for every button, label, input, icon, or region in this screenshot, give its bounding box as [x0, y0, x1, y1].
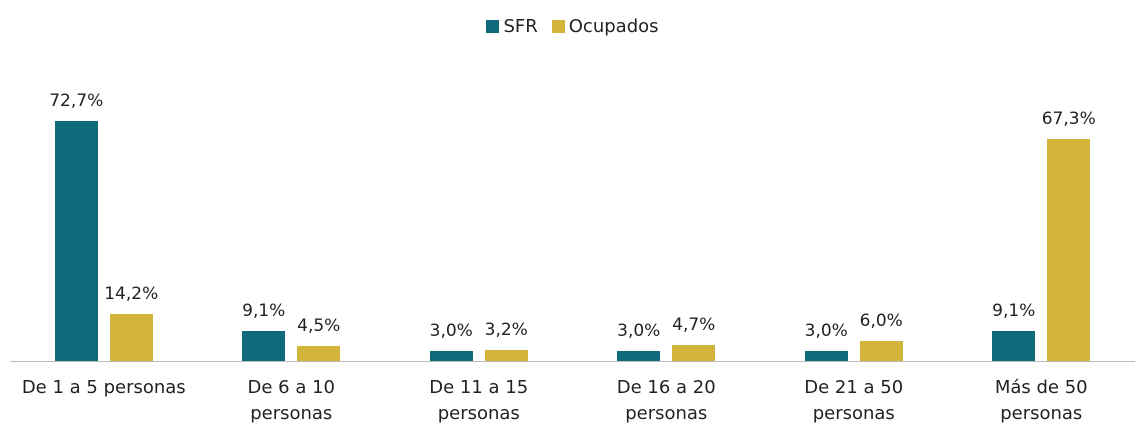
bar: [804, 351, 848, 361]
data-label: 4,5%: [297, 316, 341, 337]
bar: [242, 330, 286, 361]
x-tick-label: De 16 a 20 personas: [616, 377, 716, 424]
data-label: 6,0%: [859, 311, 903, 332]
data-label: 3,0%: [804, 321, 848, 342]
legend-label: Ocupados: [568, 16, 659, 37]
data-label: 4,7%: [672, 315, 716, 336]
bar: [617, 351, 661, 361]
legend-swatch: [551, 20, 565, 33]
data-label: 9,1%: [992, 300, 1036, 321]
data-label: 3,0%: [617, 321, 661, 342]
bar: [859, 341, 903, 361]
data-label: 3,2%: [484, 320, 528, 341]
x-tick-label: Más de 50 personas: [994, 377, 1088, 424]
legend-item: SFR: [486, 16, 538, 37]
bar: [992, 330, 1036, 361]
legend-label: SFR: [503, 16, 538, 37]
bar: [484, 350, 528, 361]
bar: [297, 346, 341, 361]
data-label: 9,1%: [242, 300, 286, 321]
bar: [54, 121, 98, 361]
bar: [1047, 138, 1091, 361]
x-tick-label: De 21 a 50 personas: [804, 377, 904, 424]
x-tick-label: De 1 a 5 personas: [21, 377, 186, 398]
data-label: 14,2%: [104, 284, 159, 305]
legend-item: Ocupados: [551, 16, 659, 37]
data-label: 67,3%: [1041, 108, 1096, 129]
baseline: [10, 361, 1135, 362]
data-label: 3,0%: [429, 321, 473, 342]
legend: SFR Ocupados: [0, 16, 1145, 37]
bar: [109, 314, 153, 361]
bar: [429, 351, 473, 361]
x-tick-label: De 6 a 10 personas: [247, 377, 336, 424]
legend-swatch: [486, 20, 500, 33]
x-tick-label: De 11 a 15 personas: [429, 377, 529, 424]
bar: [672, 345, 716, 361]
data-label: 72,7%: [49, 91, 104, 111]
